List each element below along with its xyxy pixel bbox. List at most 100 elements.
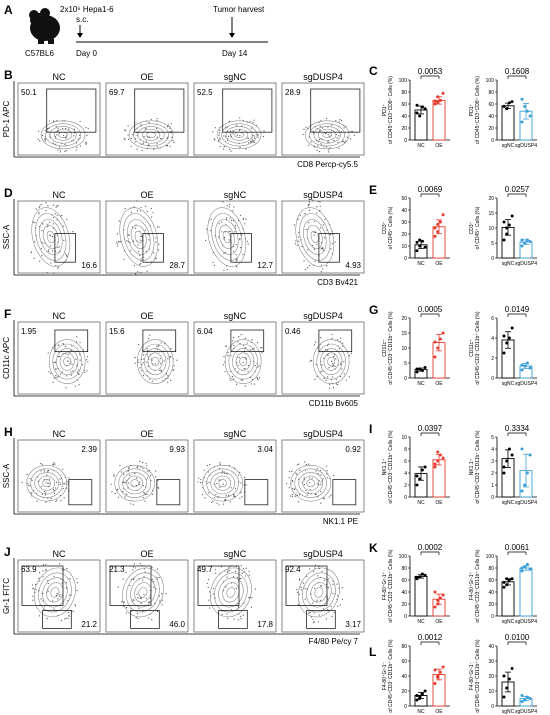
flow-event-dot [75,358,77,361]
bar-y-tick-label: 60 [401,578,407,584]
flow-event-dot [336,339,339,341]
data-point [441,331,445,335]
flow-event-dot [46,470,49,472]
flow-event-dot [86,370,88,372]
flow-contour [39,219,63,255]
bar-y-tick-label: 15 [401,331,407,337]
flow-gate-value: 21.3 [109,565,125,574]
flow-event-dot [55,264,57,266]
flow-event-dot [68,615,70,617]
flow-contour [214,475,231,491]
flow-event-dot [132,240,135,242]
flow-event-dot [61,582,63,584]
data-point [502,471,506,475]
flow-event-dot [149,589,151,592]
bar-y-label-1: PD1⁺ [469,103,475,116]
flow-event-dot [346,136,348,138]
bar-y-tick-label: 0 [404,614,407,620]
bar-y-label-2: of CD45⁺CD3⁻CD11b⁺ Cells (%) [388,549,394,622]
flow-contour [218,577,244,608]
flow-event-dot [315,363,317,366]
flow-event-dot [86,135,88,137]
flow-row-f: F CD11c APC CD11b Bv605 NC 1.95 OE 15.6 sgNC 6.0… [2,307,365,408]
flow-event-dot [320,490,322,493]
flow-event-dot [317,621,319,623]
flow-event-dot [336,595,339,597]
flow-event-dot [148,338,150,340]
data-point [436,598,440,602]
flow-event-dot [53,272,55,274]
flow-event-dot [124,129,126,131]
bar-y-tick-label: 30 [488,659,494,665]
flow-gate [21,565,64,606]
flow-event-dot [66,255,68,257]
flow-event-dot [170,356,172,358]
data-point [523,698,527,702]
flow-event-dot [199,482,202,484]
flow-event-dot [294,243,297,245]
flow-event-dot [157,486,159,488]
flow-event-dot [47,469,50,472]
flow-event-dot [253,141,255,143]
flow-event-dot [47,352,49,354]
flow-contour [207,207,247,267]
flow-event-dot [231,376,234,378]
flow-event-dot [140,258,142,260]
flow-contour [295,207,335,267]
flow-event-dot [295,240,297,242]
flow-event-dot [323,146,325,148]
flow-event-dot [45,492,47,494]
flow-event-dot [136,148,138,150]
data-point [510,100,514,104]
flow-event-dot [296,244,299,246]
panel-label-j: J [4,545,11,559]
flow-event-dot [297,603,300,605]
flow-event-dot [66,567,68,570]
flow-event-dot [333,354,336,356]
flow-event-dot [341,368,343,370]
data-point [433,465,437,469]
flow-event-dot [118,220,120,222]
flow-event-dot [245,148,247,150]
flow-contour [151,356,160,367]
flow-event-dot [328,135,330,137]
flow-event-dot [87,127,89,130]
flow-group-title: sgNC [224,549,247,559]
flow-event-dot [49,245,51,247]
flow-contour [136,339,174,384]
flow-contour [232,348,255,376]
flow-event-dot [120,471,123,473]
p-value: 0.0100 [505,633,530,642]
flow-event-dot [247,243,249,245]
flow-event-dot [42,223,44,225]
flow-event-dot [166,137,168,139]
flow-event-dot [125,572,127,574]
flow-gate-value: 9.93 [169,445,185,454]
flow-event-dot [244,347,246,349]
data-point [502,334,506,338]
flow-event-dot [137,359,139,361]
bar-y-label-1: F4-80⁺Gr-1⁻ [469,661,475,690]
flow-gate [134,88,185,133]
flow-event-dot [342,345,344,347]
flow-event-dot [142,485,145,487]
p-value: 0.1608 [505,67,530,76]
flow-event-dot [341,342,344,344]
bar-category-label: OE [435,143,443,149]
flow-event-dot [38,211,40,214]
flow-event-dot [129,503,131,505]
flow-group-title: NC [53,311,66,321]
flow-event-dot [62,127,64,130]
flow-event-dot [142,362,144,364]
flow-gate-2 [218,610,248,629]
flow-event-dot [226,613,228,615]
flow-event-dot [151,380,154,382]
data-point [415,111,419,115]
flow-event-dot [134,356,136,359]
flow-event-dot [326,344,329,347]
flow-event-dot [159,600,161,602]
flow-event-dot [223,135,225,137]
flow-plot-oe: OE 69.7 [105,72,189,156]
data-point [418,367,422,371]
